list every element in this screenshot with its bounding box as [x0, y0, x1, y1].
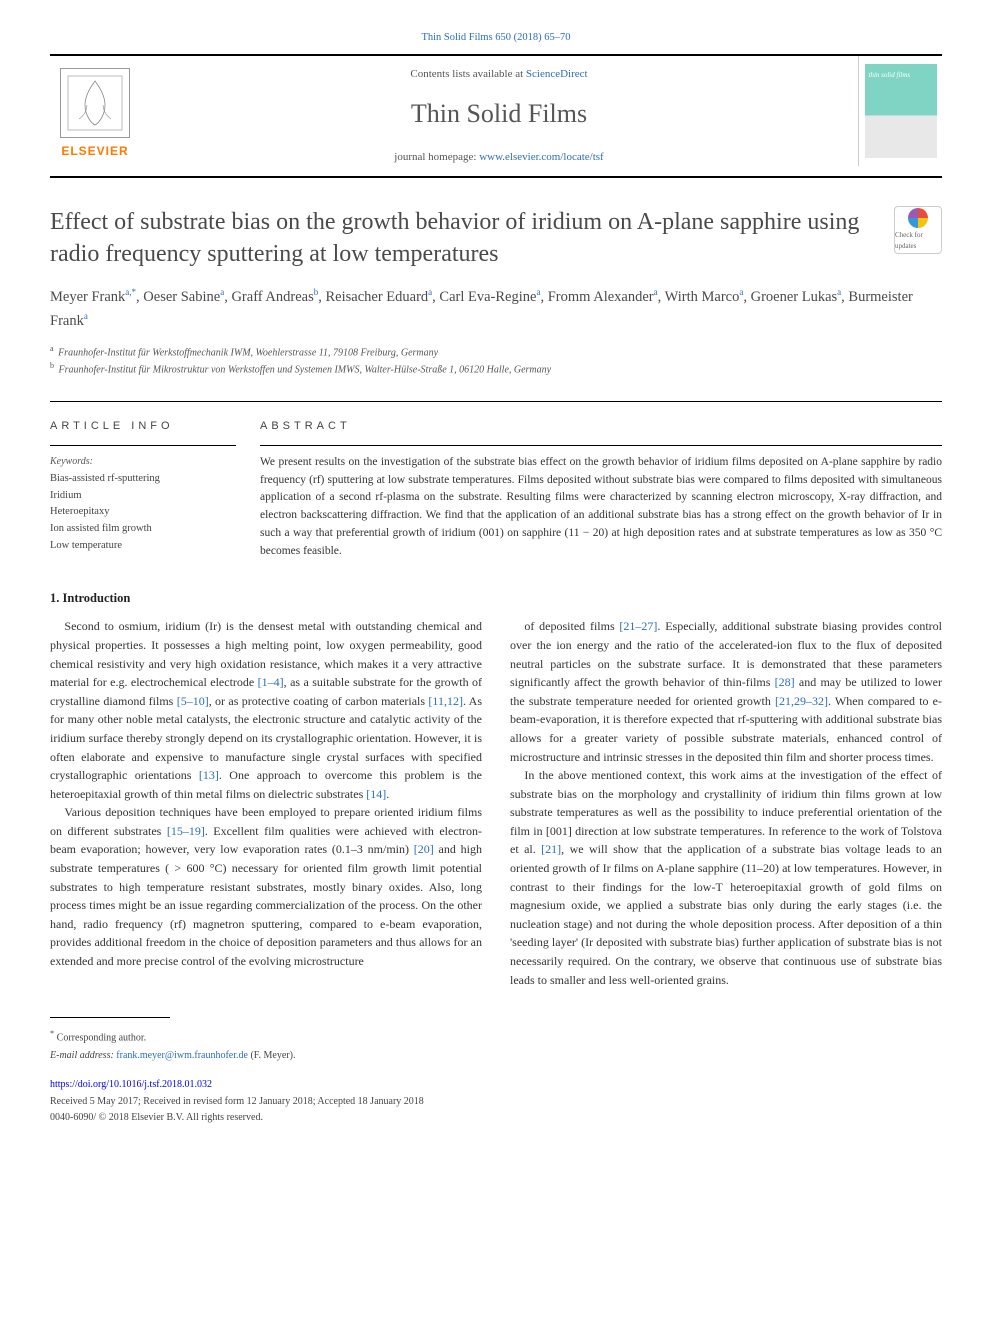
- author: Fromm Alexander: [548, 288, 654, 304]
- abstract-heading: ABSTRACT: [260, 418, 942, 435]
- citation-ref[interactable]: [5–10]: [177, 694, 209, 708]
- contents-prefix: Contents lists available at: [410, 68, 525, 80]
- keyword: Heteroepitaxy: [50, 504, 236, 521]
- article-info-heading: ARTICLE INFO: [50, 418, 236, 435]
- email-line: E-mail address: frank.meyer@iwm.fraunhof…: [50, 1048, 942, 1063]
- article-history: Received 5 May 2017; Received in revised…: [50, 1094, 942, 1109]
- journal-header: ELSEVIER Contents lists available at Sci…: [50, 54, 942, 178]
- citation-ref[interactable]: [11,12]: [428, 694, 463, 708]
- author: Wirth Marco: [665, 288, 740, 304]
- journal-name: Thin Solid Films: [140, 94, 858, 133]
- author-affil-mark: a: [536, 287, 540, 297]
- doi-link[interactable]: https://doi.org/10.1016/j.tsf.2018.01.03…: [50, 1079, 212, 1090]
- keyword: Bias-assisted rf-sputtering: [50, 471, 236, 488]
- check-for-updates-badge[interactable]: Check for updates: [894, 206, 942, 254]
- body-columns: Second to osmium, iridium (Ir) is the de…: [50, 617, 942, 989]
- author: Meyer Frank: [50, 288, 125, 304]
- journal-homepage-line: journal homepage: www.elsevier.com/locat…: [140, 149, 858, 166]
- copyright-line: 0040-6090/ © 2018 Elsevier B.V. All righ…: [50, 1110, 942, 1125]
- citation-ref[interactable]: [15–19]: [167, 824, 205, 838]
- crossmark-icon: [908, 208, 928, 228]
- affiliation-line: a Fraunhofer-Institut für Werkstoffmecha…: [50, 343, 942, 360]
- section-heading-introduction: 1. Introduction: [50, 589, 942, 608]
- email-label: E-mail address:: [50, 1050, 114, 1061]
- author: Graff Andreas: [231, 288, 313, 304]
- citation-ref[interactable]: [28]: [775, 675, 795, 689]
- article-title: Effect of substrate bias on the growth b…: [50, 206, 894, 271]
- author-affil-mark: a: [654, 287, 658, 297]
- citation-ref[interactable]: [1–4]: [258, 675, 284, 689]
- journal-homepage-link[interactable]: www.elsevier.com/locate/tsf: [479, 151, 604, 163]
- authors-list: Meyer Franka,*, Oeser Sabinea, Graff And…: [50, 285, 942, 333]
- contents-lists-line: Contents lists available at ScienceDirec…: [140, 66, 858, 83]
- citation-ref[interactable]: [21,29–32]: [775, 694, 828, 708]
- elsevier-wordmark: ELSEVIER: [61, 142, 128, 160]
- author: Reisacher Eduard: [325, 288, 428, 304]
- author-affil-mark: a,*: [125, 287, 136, 297]
- author-affil-mark: b: [314, 287, 319, 297]
- homepage-prefix: journal homepage:: [394, 151, 479, 163]
- cover-title-text: thin solid films: [869, 70, 911, 81]
- abstract-text: We present results on the investigation …: [260, 454, 942, 561]
- keywords-label: Keywords:: [50, 454, 236, 469]
- author-affil-mark: a: [428, 287, 432, 297]
- body-paragraph: of deposited films [21–27]. Especially, …: [510, 617, 942, 766]
- author: Oeser Sabine: [143, 288, 220, 304]
- keyword: Iridium: [50, 488, 236, 505]
- author-affil-mark: a: [84, 311, 88, 321]
- author-affil-mark: a: [220, 287, 224, 297]
- updates-badge-label: Check for updates: [895, 230, 941, 251]
- author-affil-mark: a: [739, 287, 743, 297]
- journal-cover-thumbnail: thin solid films: [858, 56, 942, 166]
- keyword: Low temperature: [50, 538, 236, 555]
- author-affil-mark: a: [837, 287, 841, 297]
- body-paragraph: Second to osmium, iridium (Ir) is the de…: [50, 617, 482, 803]
- email-paren: (F. Meyer).: [250, 1050, 295, 1061]
- journal-citation: Thin Solid Films 650 (2018) 65–70: [50, 30, 942, 46]
- citation-ref[interactable]: [21–27]: [619, 619, 657, 633]
- abstract-column: ABSTRACT We present results on the inves…: [260, 418, 942, 560]
- corr-mark: *: [50, 1029, 54, 1038]
- author: Carl Eva-Regine: [439, 288, 536, 304]
- article-info-column: ARTICLE INFO Keywords: Bias-assisted rf-…: [50, 418, 260, 560]
- affiliation-line: b Fraunhofer-Institut für Mikrostruktur …: [50, 360, 942, 377]
- citation-ref[interactable]: [14]: [366, 787, 386, 801]
- corr-email-link[interactable]: frank.meyer@iwm.fraunhofer.de: [116, 1050, 248, 1061]
- citation-ref[interactable]: [21]: [541, 842, 561, 856]
- body-paragraph: In the above mentioned context, this wor…: [510, 766, 942, 989]
- author: Groener Lukas: [751, 288, 838, 304]
- body-paragraph: Various deposition techniques have been …: [50, 803, 482, 970]
- keyword: Ion assisted film growth: [50, 521, 236, 538]
- affiliations: a Fraunhofer-Institut für Werkstoffmecha…: [50, 343, 942, 378]
- elsevier-logo: ELSEVIER: [50, 56, 140, 166]
- citation-ref[interactable]: [20]: [414, 842, 434, 856]
- section-number: 1.: [50, 591, 59, 605]
- sciencedirect-link[interactable]: ScienceDirect: [526, 68, 588, 80]
- citation-ref[interactable]: [13]: [199, 768, 219, 782]
- corresponding-author-note: * Corresponding author.: [50, 1028, 942, 1045]
- keywords-list: Bias-assisted rf-sputteringIridiumHetero…: [50, 471, 236, 555]
- elsevier-tree-icon: [60, 68, 130, 138]
- section-title: Introduction: [63, 591, 131, 605]
- corr-text: Corresponding author.: [57, 1033, 146, 1044]
